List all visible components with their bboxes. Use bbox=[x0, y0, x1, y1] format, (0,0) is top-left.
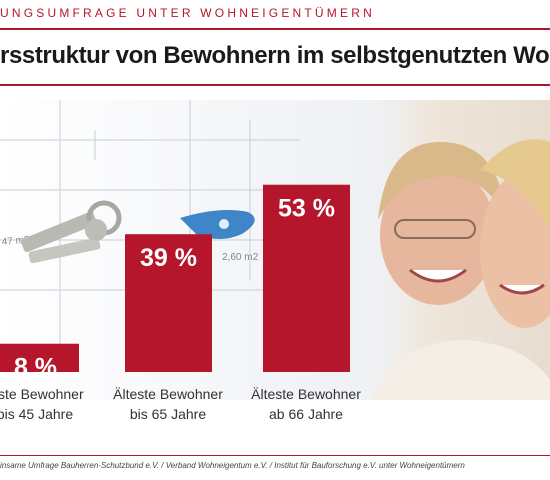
bar-value-label-2: 39 % bbox=[140, 244, 197, 272]
category-label-1: teste Bewohner bis 45 Jahre bbox=[0, 384, 105, 424]
category-label-line: teste Bewohner bbox=[0, 386, 84, 402]
keys-illustration bbox=[20, 200, 255, 264]
title-rule bbox=[0, 84, 550, 86]
category-label-3: Älteste Bewohner ab 66 Jahre bbox=[236, 384, 376, 424]
category-label-line: Älteste Bewohner bbox=[113, 386, 223, 402]
bar-1 bbox=[0, 343, 79, 372]
source-note: insame Umfrage Bauherren-Schutzbund e.V.… bbox=[0, 461, 465, 470]
bar-value-label-1: 8 % bbox=[14, 354, 57, 382]
blueprint-text-2: 2,60 m2 bbox=[222, 252, 259, 263]
bars-group: 8 % 39 % 53 % bbox=[0, 184, 350, 382]
chart-title: rsstruktur von Bewohnern im selbstgenutz… bbox=[0, 42, 550, 69]
category-label-line: bis 65 Jahre bbox=[129, 406, 207, 422]
family-photo bbox=[370, 100, 550, 400]
category-label-line: ab 66 Jahre bbox=[269, 406, 343, 422]
category-label-line: Älteste Bewohner bbox=[251, 386, 361, 402]
category-label-2: Älteste Bewohner bis 65 Jahre bbox=[98, 384, 238, 424]
bar-2 bbox=[125, 234, 212, 372]
bar-value-label-3: 53 % bbox=[278, 195, 335, 223]
top-rule bbox=[0, 28, 550, 30]
bar-chart: 47 m2 2,60 m2 8 %39 %53 % bbox=[0, 100, 550, 400]
kicker-heading: UNGSUMFRAGE UNTER WOHNEIGENTÜMERN bbox=[0, 6, 375, 20]
bar-3 bbox=[263, 184, 350, 372]
category-label-line: bis 45 Jahre bbox=[0, 406, 74, 422]
bottom-rule bbox=[0, 455, 550, 456]
